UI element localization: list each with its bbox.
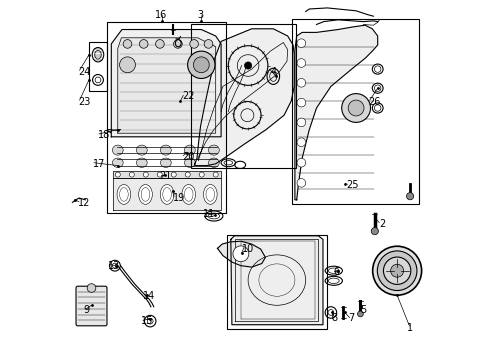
Text: 24: 24 — [78, 67, 90, 77]
Ellipse shape — [160, 145, 171, 155]
Bar — [227, 235, 326, 329]
Text: 11: 11 — [203, 209, 215, 219]
Bar — [191, 24, 296, 168]
Circle shape — [377, 251, 416, 291]
Polygon shape — [194, 29, 294, 166]
Ellipse shape — [184, 158, 195, 167]
Circle shape — [296, 39, 305, 48]
Ellipse shape — [139, 184, 152, 204]
Circle shape — [189, 40, 198, 48]
Text: 10: 10 — [242, 244, 254, 254]
Text: 14: 14 — [142, 291, 155, 301]
Circle shape — [204, 40, 212, 48]
Circle shape — [296, 179, 305, 187]
Circle shape — [296, 138, 305, 147]
Ellipse shape — [112, 145, 123, 155]
Text: 19: 19 — [172, 193, 184, 203]
Circle shape — [383, 257, 410, 284]
Text: 2: 2 — [378, 219, 385, 229]
Circle shape — [341, 94, 370, 122]
Circle shape — [347, 100, 363, 116]
Circle shape — [157, 172, 162, 177]
Text: 9: 9 — [83, 305, 89, 315]
Circle shape — [115, 172, 120, 177]
Ellipse shape — [208, 158, 219, 167]
Circle shape — [199, 172, 204, 177]
Circle shape — [171, 172, 176, 177]
Ellipse shape — [136, 145, 147, 155]
Circle shape — [296, 78, 305, 87]
Ellipse shape — [182, 184, 195, 204]
Polygon shape — [113, 178, 221, 210]
Polygon shape — [118, 38, 215, 133]
Text: 4: 4 — [270, 67, 276, 77]
Polygon shape — [217, 241, 265, 267]
Text: 6: 6 — [333, 267, 339, 277]
Bar — [291, 19, 418, 204]
Circle shape — [244, 62, 251, 69]
Ellipse shape — [117, 184, 130, 204]
Text: 3: 3 — [197, 10, 203, 20]
Ellipse shape — [203, 184, 217, 204]
Text: 7: 7 — [347, 312, 354, 323]
Circle shape — [187, 51, 215, 78]
Circle shape — [139, 40, 148, 48]
Text: 5: 5 — [359, 305, 365, 315]
Text: 25: 25 — [346, 180, 358, 190]
Circle shape — [357, 311, 363, 317]
Polygon shape — [113, 171, 221, 178]
Polygon shape — [294, 25, 377, 200]
Polygon shape — [230, 236, 322, 325]
Text: 12: 12 — [77, 198, 90, 208]
Circle shape — [155, 40, 164, 48]
Text: 26: 26 — [367, 96, 380, 107]
Ellipse shape — [208, 145, 219, 155]
Circle shape — [87, 284, 96, 292]
Text: 1: 1 — [406, 323, 412, 333]
Circle shape — [296, 98, 305, 107]
Circle shape — [296, 59, 305, 67]
Text: 22: 22 — [182, 91, 194, 102]
Circle shape — [372, 246, 421, 295]
Text: 23: 23 — [78, 96, 90, 107]
Circle shape — [129, 172, 134, 177]
Ellipse shape — [160, 158, 171, 167]
Text: 16: 16 — [155, 10, 167, 20]
Text: 17: 17 — [93, 159, 105, 169]
Text: 20: 20 — [182, 152, 194, 162]
Text: 8: 8 — [330, 312, 336, 323]
Circle shape — [193, 57, 209, 73]
Circle shape — [232, 246, 248, 262]
FancyBboxPatch shape — [76, 286, 107, 326]
Circle shape — [213, 172, 218, 177]
Circle shape — [296, 118, 305, 127]
Bar — [89, 42, 107, 91]
Circle shape — [123, 40, 132, 48]
Text: 21: 21 — [159, 171, 171, 181]
Circle shape — [185, 172, 190, 177]
Circle shape — [120, 57, 135, 73]
Ellipse shape — [136, 158, 147, 167]
Circle shape — [173, 40, 182, 48]
Ellipse shape — [184, 145, 195, 155]
Circle shape — [406, 193, 413, 200]
Bar — [107, 22, 225, 213]
Ellipse shape — [112, 158, 123, 167]
Text: 15: 15 — [141, 316, 153, 326]
Polygon shape — [111, 30, 221, 137]
Circle shape — [143, 172, 148, 177]
Circle shape — [390, 264, 403, 277]
Circle shape — [296, 158, 305, 167]
Circle shape — [370, 228, 378, 235]
Ellipse shape — [160, 184, 174, 204]
Text: 18: 18 — [98, 130, 110, 140]
Text: 13: 13 — [108, 261, 121, 271]
